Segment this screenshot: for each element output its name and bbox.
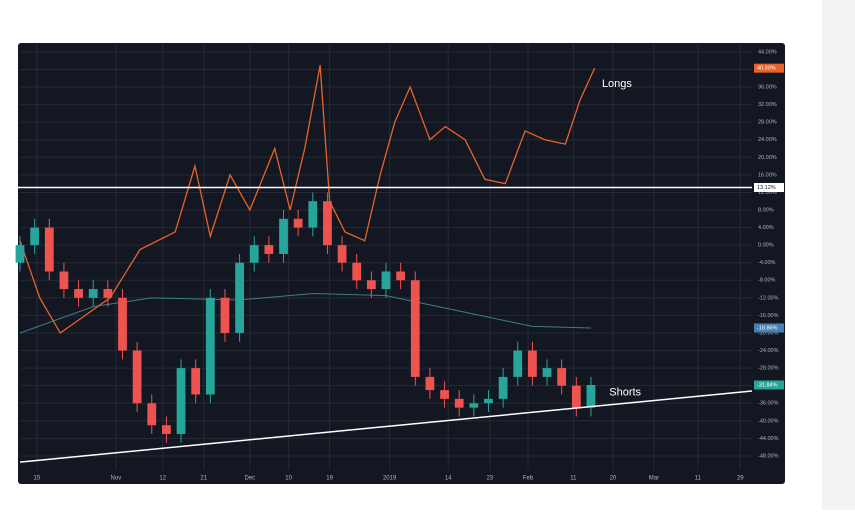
candle-body (264, 245, 274, 254)
price-tag-label: -31.84% (757, 382, 778, 388)
candle-body (205, 297, 215, 395)
x-tick-label: 14 (445, 476, 452, 482)
x-tick-label: 21 (200, 476, 207, 482)
annotation: Shorts (609, 387, 641, 399)
y-tick-label: -4.00% (758, 260, 776, 266)
y-tick-label: 36.00% (758, 84, 777, 90)
trendline (19, 390, 753, 463)
candle-body (279, 218, 288, 254)
candle-body (74, 289, 83, 298)
price-tag (754, 63, 784, 73)
y-tick-label: -8.00% (758, 278, 776, 284)
price-tag-label: -18.86% (757, 325, 778, 331)
candle-body (249, 245, 259, 263)
x-tick-label: Nov (111, 476, 122, 482)
x-tick-label: 2019 (383, 476, 397, 482)
candle-body (454, 398, 464, 408)
candle-body (132, 350, 142, 404)
candle-body (191, 368, 201, 395)
y-tick-label: 32.00% (758, 102, 777, 108)
series-line (19, 64, 596, 334)
candle-body (381, 271, 391, 290)
moving-average (19, 292, 591, 334)
candle-body (59, 271, 69, 290)
candle-body (308, 201, 318, 228)
candle-body (542, 368, 552, 377)
candle-body (337, 245, 347, 263)
candle-body (396, 271, 406, 281)
candle-body (293, 218, 303, 228)
candle-body (410, 280, 420, 377)
x-tick-label: Dec (245, 476, 256, 482)
price-tag-label: 40.30% (757, 66, 776, 72)
x-tick-label: 11 (570, 476, 577, 482)
x-tick-label: Mar (649, 476, 659, 482)
y-tick-label: -36.00% (758, 401, 779, 407)
candle-body (103, 289, 113, 298)
candle-body (498, 376, 508, 399)
candle-body (323, 201, 332, 246)
y-tick-label: 0.00% (758, 243, 774, 249)
y-tick-label: -20.00% (758, 330, 779, 336)
candle-body (352, 262, 362, 281)
price-tag (754, 380, 784, 390)
candle-body (118, 297, 127, 351)
side-panel (822, 0, 855, 510)
candle-body (220, 297, 230, 333)
y-tick-label: 44.00% (758, 49, 777, 55)
y-tick-label: 12.00% (758, 190, 777, 196)
y-tick-label: -24.00% (758, 348, 779, 354)
candle-body (586, 384, 596, 408)
chart-background (18, 43, 785, 484)
candle-body (44, 227, 54, 272)
y-tick-label: -48.00% (758, 453, 779, 459)
y-tick-label: -28.00% (758, 366, 779, 372)
y-tick-label: -16.00% (758, 313, 779, 319)
y-tick-label: 8.00% (758, 207, 774, 213)
x-tick-label: 23 (487, 476, 494, 482)
candle-body (440, 390, 449, 399)
x-tick-label: Feb (523, 476, 534, 482)
candle-body (30, 227, 40, 246)
y-tick-label: 20.00% (758, 155, 777, 161)
candle-body (557, 368, 567, 386)
candle-body (162, 425, 171, 434)
candle-body (15, 245, 25, 263)
x-tick-label: 15 (33, 476, 40, 482)
y-tick-label: -40.00% (758, 418, 779, 424)
x-tick-label: 20 (610, 476, 617, 482)
price-tag-label: 13.12% (757, 185, 776, 191)
candle-body (366, 280, 376, 290)
candle-body (147, 403, 157, 426)
x-tick-label: 10 (285, 476, 292, 482)
y-tick-label: 24.00% (758, 137, 777, 143)
candle-body (425, 376, 435, 391)
candle-body (528, 350, 537, 377)
candle-body (484, 398, 493, 404)
x-tick-label: 12 (159, 476, 166, 482)
price-tag (754, 183, 784, 193)
x-tick-label: 29 (737, 476, 744, 482)
candle-body (571, 385, 581, 408)
candle-body (176, 368, 186, 434)
y-tick-label: 28.00% (758, 120, 777, 126)
candle-body (513, 350, 523, 377)
candle-body (235, 262, 244, 333)
candle-body (469, 403, 479, 408)
price-tag (754, 323, 784, 333)
x-tick-label: 19 (326, 476, 333, 482)
y-tick-label: -44.00% (758, 436, 779, 442)
y-tick-label: -12.00% (758, 295, 779, 301)
x-tick-label: 11 (695, 476, 702, 482)
candle-body (88, 289, 98, 298)
annotation: Longs (602, 78, 632, 90)
y-tick-label: 16.00% (758, 172, 777, 178)
y-tick-label: 4.00% (758, 225, 774, 231)
